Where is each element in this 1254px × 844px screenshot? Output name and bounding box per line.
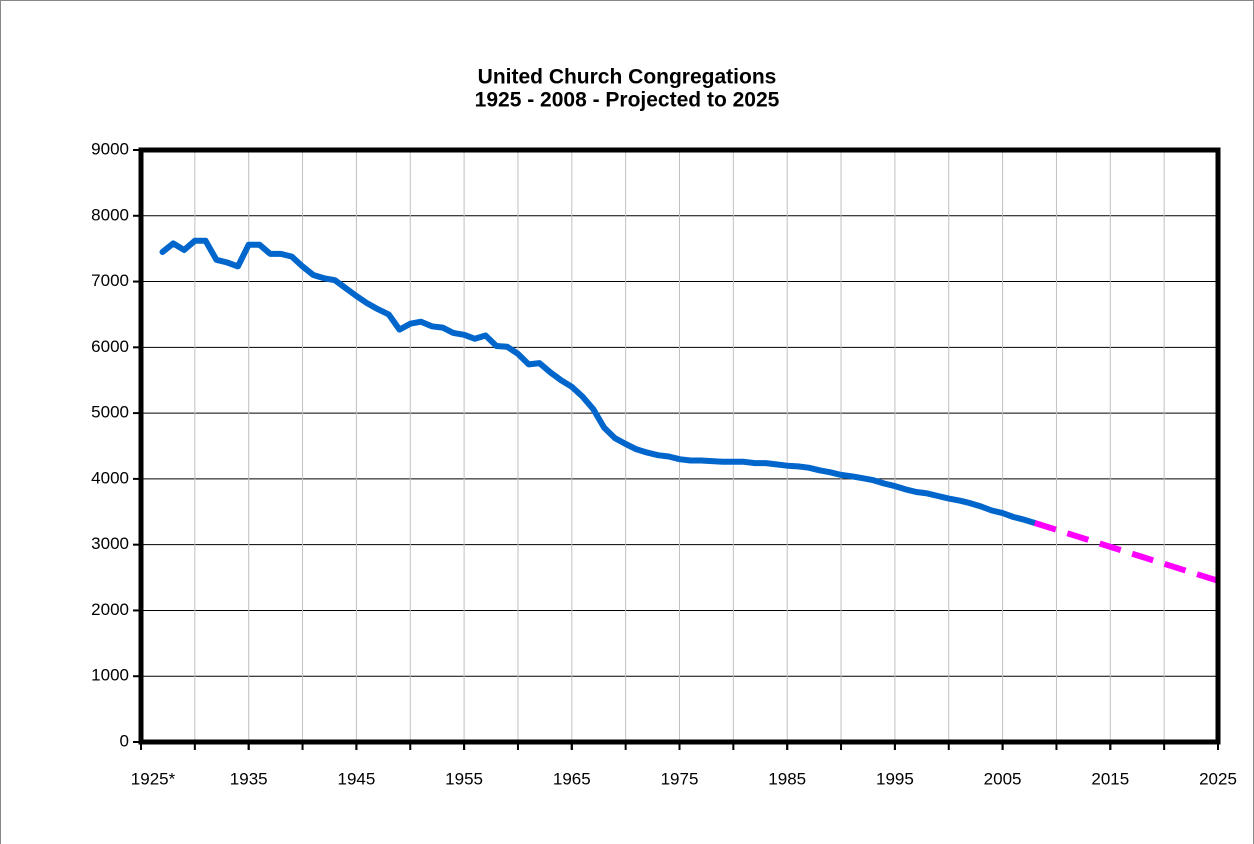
y-tick-label: 2000 <box>91 600 129 619</box>
x-tick-label: 1955 <box>445 769 483 788</box>
y-tick-label: 8000 <box>91 205 129 224</box>
y-tick-label: 7000 <box>91 271 129 290</box>
x-tick-label: 1995 <box>876 769 914 788</box>
x-tick-label: 1965 <box>553 769 591 788</box>
x-tick-label: 1985 <box>768 769 806 788</box>
labels: 0 1000 2000 3000 4000 5000 6000 7000 8000 9000 192… <box>91 139 1237 788</box>
x-tick-label: 2005 <box>984 769 1022 788</box>
y-tick-label: 6000 <box>91 337 129 356</box>
y-tick-label: 3000 <box>91 534 129 553</box>
chart-subtitle: 1925 - 2008 - Projected to 2025 <box>475 89 780 112</box>
y-tick-label: 0 <box>120 731 129 750</box>
grid <box>133 149 1219 750</box>
y-tick-label: 5000 <box>91 403 129 422</box>
series-line <box>1033 520 1219 584</box>
marks <box>159 237 1219 584</box>
x-tick-label: 1975 <box>661 769 699 788</box>
plot-frame <box>138 147 1221 745</box>
x-tick-label: 2015 <box>1091 769 1129 788</box>
y-tick-label: 9000 <box>91 139 129 158</box>
x-tick-label: 1945 <box>337 769 375 788</box>
x-tick-label: 1935 <box>230 769 268 788</box>
series-line <box>159 237 1038 526</box>
y-tick-label: 4000 <box>91 468 129 487</box>
y-tick-label: 1000 <box>91 666 129 685</box>
chart-title: United Church Congregations <box>478 66 777 89</box>
x-tick-label: 2025 <box>1199 769 1237 788</box>
x-tick-label: 1925* <box>131 769 176 788</box>
